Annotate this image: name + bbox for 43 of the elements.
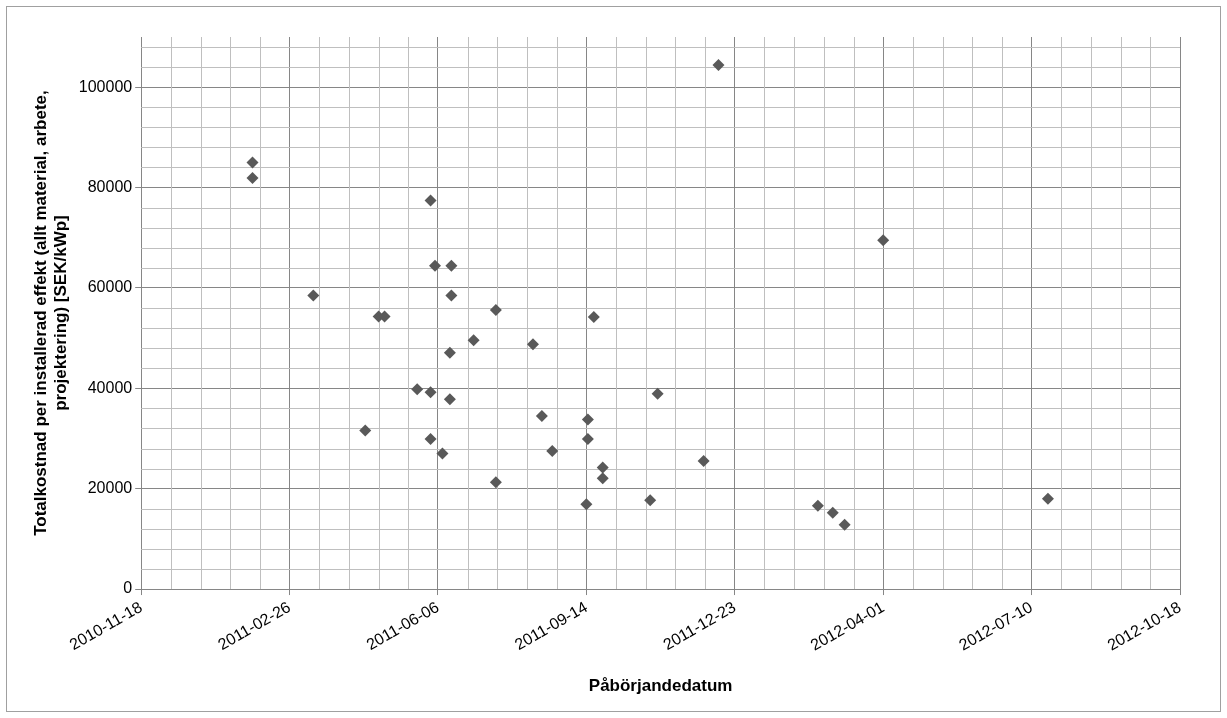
y-tick-label: 100000 [78, 77, 133, 95]
point [587, 311, 600, 324]
point [411, 383, 424, 396]
point [811, 499, 824, 512]
point [546, 445, 559, 458]
y-tick-label: 40000 [87, 378, 133, 396]
point [581, 432, 594, 445]
point [489, 476, 502, 489]
point [838, 518, 851, 531]
point [445, 289, 458, 302]
point [697, 455, 710, 468]
point [359, 424, 372, 437]
x-axis-title: Påbörjandedatum [588, 676, 733, 696]
y-tick-label: 0 [123, 579, 133, 597]
point [596, 472, 609, 485]
point [1041, 492, 1054, 505]
point [436, 447, 449, 460]
point [307, 289, 320, 302]
y-tick-label: 80000 [87, 177, 133, 195]
point [644, 494, 657, 507]
point [712, 59, 725, 72]
point [467, 334, 480, 347]
point [580, 498, 593, 511]
point [246, 156, 259, 169]
point [535, 409, 548, 422]
point [651, 387, 664, 400]
point [826, 506, 839, 519]
point [424, 194, 437, 207]
point [581, 413, 594, 426]
point [596, 461, 609, 474]
point [526, 338, 539, 351]
y-tick-label: 20000 [87, 479, 133, 497]
point [424, 432, 437, 445]
point [424, 386, 437, 399]
point [489, 304, 502, 317]
point [443, 346, 456, 359]
point [429, 259, 442, 272]
point [445, 259, 458, 272]
point [877, 234, 890, 247]
y-axis-title: Totalkostnad per installerad effekt (allt material, arbete, projektering) [SEK/kWp] [30, 90, 71, 536]
point [443, 393, 456, 406]
point [246, 172, 259, 185]
y-tick-label: 60000 [87, 278, 133, 296]
